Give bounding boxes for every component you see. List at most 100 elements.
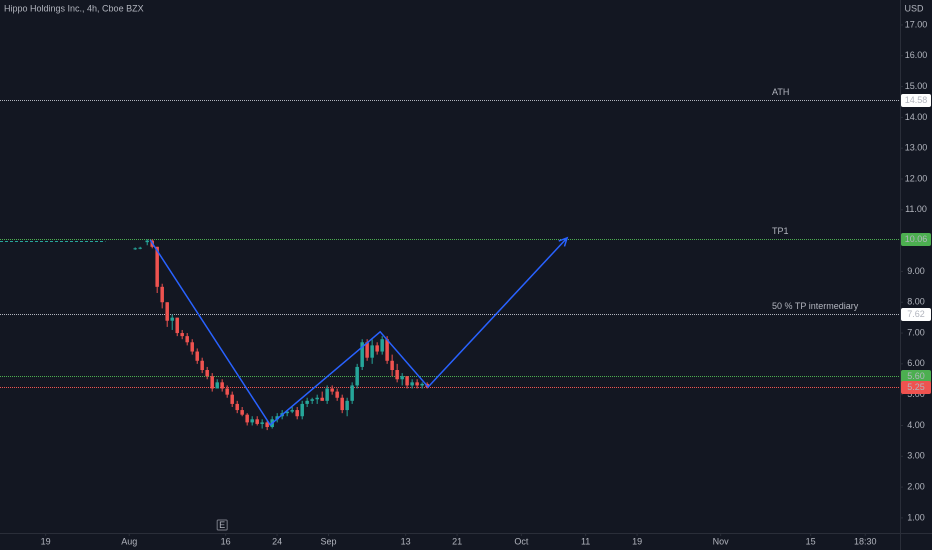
candle-body [345,400,349,411]
x-tick-label: 13 [401,536,411,546]
y-tick-label: 13.00 [905,143,928,153]
candle-body [360,342,364,367]
candle-body [260,422,264,424]
candle-body [245,414,249,423]
candle-body [365,342,369,358]
candle-body [235,403,239,411]
candle-body [410,382,414,386]
y-tick-label: 8.00 [907,297,925,307]
candle-body [385,339,389,361]
level-price-label: 5.25 [907,382,925,392]
y-tick-label: 1.00 [907,512,925,522]
y-tick-label: 11.00 [905,204,927,214]
candle-body [170,317,174,321]
candle-body [205,370,209,377]
candle-body [240,410,244,415]
x-tick-label: 11 [581,536,590,546]
candle-body [138,247,142,249]
x-tick-label: 24 [272,536,282,546]
x-tick-label: Aug [121,536,137,546]
candle-body [155,246,159,287]
event-label: E [219,520,225,530]
candle-body [395,370,399,380]
x-tick-label: 15 [806,536,816,546]
x-tick-label: 21 [452,536,462,546]
y-tick-label: 9.00 [907,266,925,276]
x-tick-label: Nov [713,536,730,546]
candle-body [190,342,194,352]
candle-body [265,422,269,428]
candle-body [310,399,314,401]
candle-body [355,366,359,386]
level-price-bg [901,308,931,321]
y-tick-label: 15.00 [905,81,928,91]
currency-label: USD [904,3,924,13]
candle-body [210,376,214,389]
candle-body [200,360,204,371]
candle-body [220,382,224,389]
candle-body [405,376,409,386]
candle-body [195,351,199,361]
candle-body [255,419,259,424]
y-tick-label: 2.00 [907,481,925,491]
candle-body [145,240,149,243]
level-price-label: 10.06 [905,234,928,244]
candle-body [230,394,234,404]
candle-body [330,388,334,392]
level-price-bg [901,370,931,383]
level-price-label: 5.60 [907,371,925,381]
level-text: 50 % TP intermediary [772,301,859,311]
candle-body [175,317,179,334]
candle-body [420,383,424,386]
candle-body [290,410,294,412]
level-text: TP1 [772,226,789,236]
candle-body [185,336,189,343]
candle-body [340,397,344,411]
candle-body [390,360,394,371]
candle-body [225,388,229,395]
level-price-bg [901,381,931,394]
candle-body [295,410,299,417]
candle-body [180,333,184,337]
candle-body [325,388,329,401]
trend-drawing [149,237,568,426]
y-tick-label: 6.00 [907,358,925,368]
x-tick-label: Oct [514,536,529,546]
x-tick-label: 16 [221,536,231,546]
event-marker [216,519,228,531]
y-tick-label: 14.00 [905,112,928,122]
candle-body [315,397,319,400]
x-tick-label: 18:30 [854,536,877,546]
candle-body [320,397,324,401]
candle-body [400,376,404,380]
candle-body [285,411,289,414]
y-tick-label: 17.00 [905,19,928,29]
y-tick-label: 5.00 [907,389,925,399]
candle-body [335,391,339,398]
candle-body [305,400,309,404]
y-tick-label: 12.00 [905,173,928,183]
y-tick-label: 7.00 [907,327,925,337]
candle-body [370,345,374,358]
level-text: ATH [772,87,789,97]
level-price-bg [901,94,931,107]
y-tick-label: 4.00 [907,420,925,430]
level-price-label: 14.58 [905,95,928,105]
level-price-bg [901,233,931,246]
y-tick-label: 3.00 [907,451,925,461]
candle-body [133,248,137,250]
level-price-label: 7.62 [907,309,925,319]
candle-body [375,345,379,352]
candle-body [250,419,254,423]
chart-title: Hippo Holdings Inc., 4h, Cboe BZX [4,3,144,13]
candle-body [300,403,304,417]
y-tick-label: 16.00 [905,50,928,60]
candle-body [380,339,384,352]
candle-body [415,382,419,386]
candle-body [165,302,169,321]
candle-body [160,286,164,303]
candle-body [350,385,354,401]
x-tick-label: Sep [320,536,336,546]
